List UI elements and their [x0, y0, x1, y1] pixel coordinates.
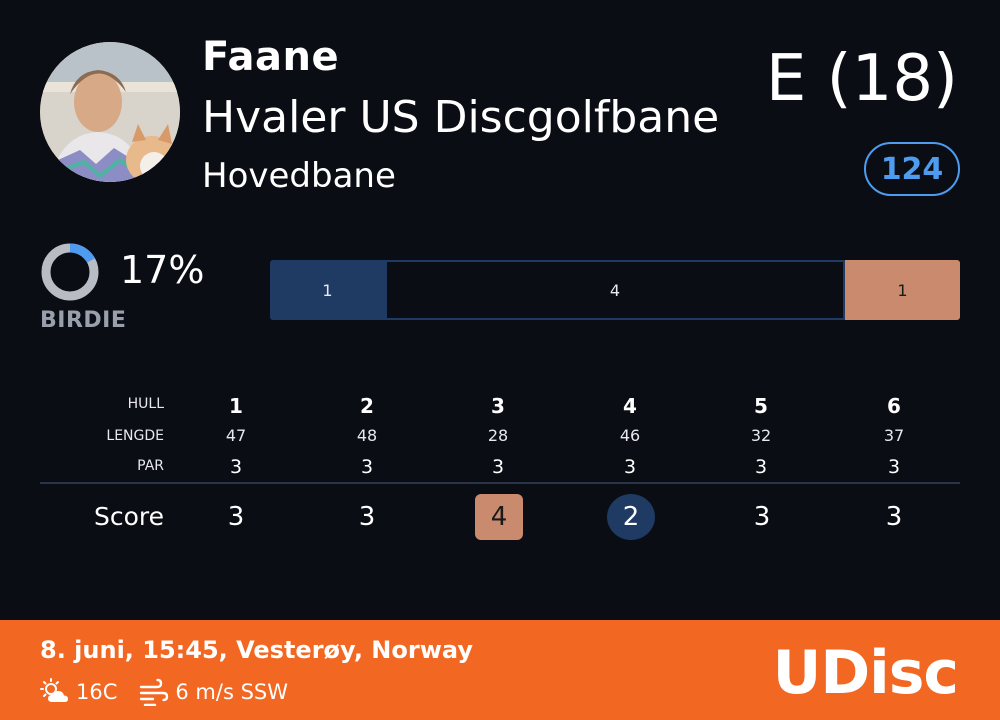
- score-row-label: Score: [93, 502, 164, 531]
- partly-sunny-icon: [40, 678, 68, 702]
- hole-par: 3: [360, 456, 374, 478]
- hole-number: 5: [754, 394, 768, 418]
- hole-par: 3: [491, 456, 505, 478]
- score-distribution-bar: 1 4 1: [270, 260, 960, 320]
- birdie-donut-arc: [41, 243, 99, 301]
- udisc-logo: UDisc: [772, 638, 959, 708]
- hole-score-birdie: 2: [607, 494, 655, 540]
- hole-number: 4: [623, 394, 637, 418]
- birdie-donut-chart: [41, 243, 99, 301]
- hole-length: 48: [356, 426, 378, 445]
- hole-length: 37: [883, 426, 905, 445]
- hole-row-label: HULL: [127, 396, 164, 412]
- birdie-label: BIRDIE: [40, 308, 127, 333]
- hole-score: 3: [358, 502, 376, 532]
- weather-info: 16C 6 m/s SSW: [40, 678, 288, 706]
- hole-length: 28: [487, 426, 509, 445]
- course-name: Hvaler US Discgolfbane: [202, 92, 720, 143]
- hole-number: 2: [360, 394, 374, 418]
- hole-score: 3: [227, 502, 245, 532]
- scorecard-length-row: LENGDE 47 48 28 46 32 37: [40, 420, 960, 450]
- hole-length: 47: [225, 426, 247, 445]
- length-row-label: LENGDE: [106, 428, 164, 444]
- hole-score: 3: [753, 502, 771, 532]
- round-date-location: 8. juni, 15:45, Vesterøy, Norway: [40, 636, 473, 664]
- temperature: 16C: [76, 680, 118, 704]
- scorecard-divider: [40, 482, 960, 484]
- hole-par: 3: [754, 456, 768, 478]
- birdie-percent: 17%: [120, 248, 205, 292]
- hole-number: 1: [229, 394, 243, 418]
- scorecard-hole-row: HULL 1 2 3 4 5 6: [40, 388, 960, 418]
- total-score: E (18): [765, 42, 958, 116]
- player-avatar: [40, 42, 180, 182]
- hole-number: 3: [491, 394, 505, 418]
- distribution-par-count: 4: [609, 280, 621, 300]
- hole-par: 3: [229, 456, 243, 478]
- scorecard-par-row: PAR 3 3 3 3 3 3: [40, 450, 960, 480]
- hole-number: 6: [887, 394, 901, 418]
- wind-icon: [140, 678, 169, 706]
- hole-length: 32: [750, 426, 772, 445]
- par-row-label: PAR: [137, 458, 164, 474]
- round-rating-badge: 124: [864, 142, 960, 196]
- distribution-birdie-count: 1: [322, 280, 333, 300]
- layout-name: Hovedbane: [202, 156, 396, 196]
- footer-bar: 8. juni, 15:45, Vesterøy, Norway 16C 6 m…: [0, 620, 1000, 720]
- hole-score: 3: [885, 502, 903, 532]
- hole-par: 3: [887, 456, 901, 478]
- round-rating-value: 124: [880, 151, 944, 187]
- distribution-birdie-segment: 1: [270, 260, 385, 320]
- distribution-par-segment: 4: [385, 260, 845, 320]
- wind: 6 m/s SSW: [175, 680, 288, 704]
- hole-length: 46: [619, 426, 641, 445]
- distribution-bogey-count: 1: [897, 280, 908, 300]
- hole-par: 3: [623, 456, 637, 478]
- hole-score-bogey: 4: [475, 494, 523, 540]
- player-name: Faane: [202, 34, 340, 80]
- distribution-bogey-segment: 1: [845, 260, 960, 320]
